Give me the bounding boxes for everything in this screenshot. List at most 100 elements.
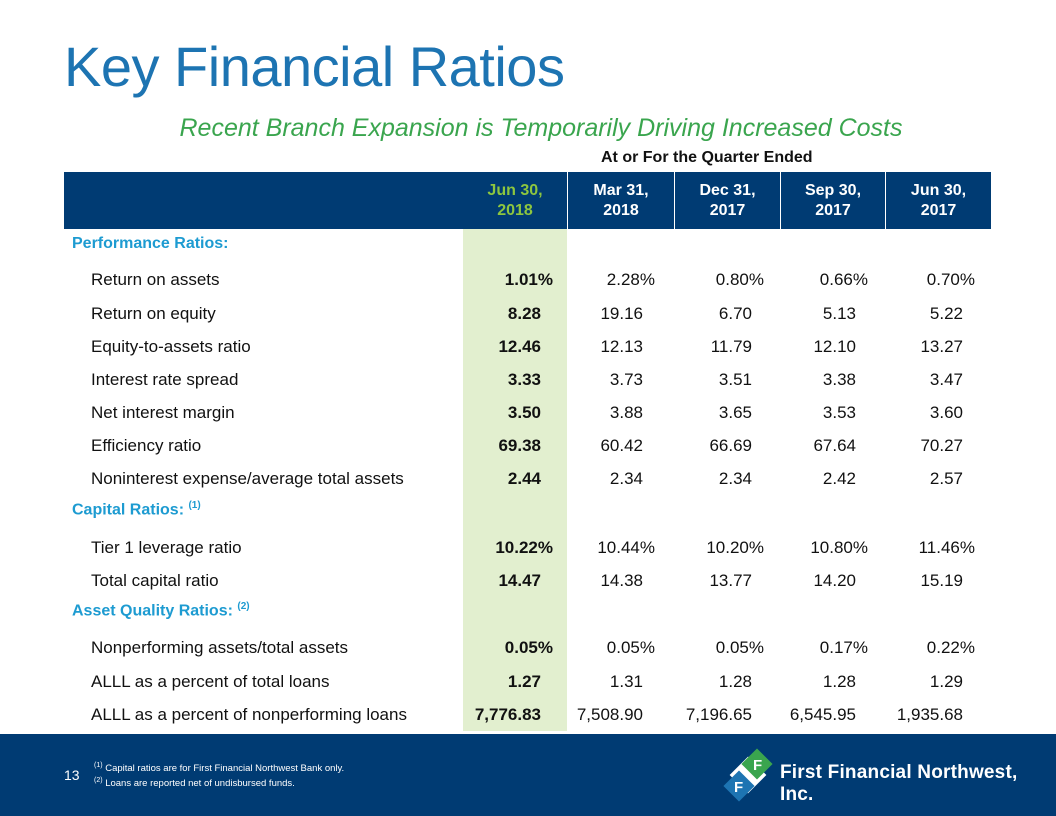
footnote-text: Capital ratios are for First Financial N… <box>105 763 345 775</box>
table-cell: 14.47 <box>498 571 541 590</box>
footnote-1: (1) Capital ratios are for First Financi… <box>94 762 344 774</box>
table-cell: 10.80% <box>810 538 868 557</box>
svg-text:F: F <box>734 779 743 796</box>
table-cell: 2.57 <box>929 469 963 488</box>
company-name: First Financial Northwest, Inc. <box>780 762 1018 805</box>
table-cell: 10.22% <box>495 538 553 557</box>
table-cell: 1.31 <box>609 672 643 691</box>
row-label: Nonperforming assets/total assets <box>91 638 349 657</box>
column-header-mar-2018: Mar 31, 2018 <box>593 181 649 219</box>
section-performance-ratios: Performance Ratios: <box>72 235 229 253</box>
column-header-jun-2017: Jun 30, 2017 <box>910 181 967 219</box>
table-cell: 13.27 <box>920 337 963 356</box>
table-cell: 12.10 <box>813 337 856 356</box>
column-header-jun-2018: Jun 30, 2018 <box>487 181 543 219</box>
footnote-marker: (1) <box>188 500 201 511</box>
table-cell: 2.44 <box>507 469 541 488</box>
table-cell: 1,935.68 <box>896 705 963 724</box>
table-cell: 19.16 <box>600 304 643 323</box>
column-header-dec-2017: Dec 31, 2017 <box>699 181 756 219</box>
table-cell: 3.33 <box>507 370 541 389</box>
svg-text:F: F <box>753 757 762 774</box>
row-label: Tier 1 leverage ratio <box>91 538 242 557</box>
table-cell: 15.19 <box>920 571 963 590</box>
table-cell: 69.38 <box>498 436 541 455</box>
company-logo-icon: F F <box>723 748 773 802</box>
table-cell: 0.05% <box>715 638 764 657</box>
footnote-marker: (2) <box>237 601 250 612</box>
table-cell: 12.46 <box>498 337 541 356</box>
table-cell: 67.64 <box>813 436 856 455</box>
table-cell: 0.05% <box>504 638 553 657</box>
table-cell: 0.17% <box>819 638 868 657</box>
header-divider <box>567 172 568 229</box>
table-cell: 5.22 <box>929 304 963 323</box>
row-label: Total capital ratio <box>91 571 219 590</box>
table-cell: 0.22% <box>926 638 975 657</box>
table-cell: 11.46% <box>918 538 975 557</box>
table-cell: 1.01% <box>504 270 553 289</box>
table-cell: 11.79 <box>710 337 752 356</box>
row-label: Equity-to-assets ratio <box>91 337 251 356</box>
footer-bar <box>0 734 1056 816</box>
table-cell: 1.28 <box>718 672 752 691</box>
table-cell: 6.70 <box>718 304 752 323</box>
table-cell: 1.28 <box>822 672 856 691</box>
footnote-text: Loans are reported net of undisbursed fu… <box>105 778 295 790</box>
table-cell: 7,776.83 <box>474 705 541 724</box>
section-label: Asset Quality Ratios: <box>72 602 233 620</box>
table-cell: 10.44% <box>597 538 655 557</box>
page-subtitle: Recent Branch Expansion is Temporarily D… <box>179 114 903 142</box>
table-cell: 5.13 <box>822 304 856 323</box>
table-cell: 2.34 <box>718 469 752 488</box>
footnote-marker: (2) <box>94 777 103 784</box>
table-cell: 8.28 <box>507 304 541 323</box>
row-label: Return on assets <box>91 270 220 289</box>
table-cell: 0.70% <box>926 270 975 289</box>
column-header-sep-2017: Sep 30, 2017 <box>804 181 862 219</box>
table-cell: 2.42 <box>822 469 856 488</box>
row-label: ALLL as a percent of nonperforming loans <box>91 705 407 724</box>
table-cell: 3.88 <box>609 403 643 422</box>
footnote-marker: (1) <box>94 762 103 769</box>
header-divider <box>674 172 675 229</box>
table-cell: 0.05% <box>606 638 655 657</box>
table-cell: 6,545.95 <box>789 705 856 724</box>
table-cell: 3.60 <box>929 403 963 422</box>
table-cell: 70.27 <box>920 436 963 455</box>
section-label: Performance Ratios: <box>72 235 229 252</box>
page-number: 13 <box>64 767 80 783</box>
table-cell: 1.27 <box>507 672 541 691</box>
table-cell: 3.51 <box>718 370 752 389</box>
section-asset-quality-ratios: Asset Quality Ratios: (2) <box>72 601 250 620</box>
header-divider <box>780 172 781 229</box>
table-cell: 3.50 <box>507 403 541 422</box>
page-title: Key Financial Ratios <box>64 35 565 98</box>
table-cell: 14.38 <box>600 571 643 590</box>
table-cell: 12.13 <box>600 337 643 356</box>
period-header: At or For the Quarter Ended <box>601 149 813 166</box>
table-cell: 3.53 <box>822 403 856 422</box>
table-header-bar <box>64 172 991 229</box>
table-cell: 60.42 <box>600 436 643 455</box>
table-cell: 7,508.90 <box>576 705 643 724</box>
table-cell: 3.73 <box>609 370 643 389</box>
table-cell: 14.20 <box>813 571 856 590</box>
row-label: Noninterest expense/average total assets <box>91 469 404 488</box>
current-quarter-highlight <box>463 229 567 731</box>
row-label: Return on equity <box>91 304 216 323</box>
section-label: Capital Ratios: <box>72 501 185 519</box>
table-cell: 10.20% <box>706 538 764 557</box>
table-cell: 3.65 <box>718 403 752 422</box>
table-cell: 1.29 <box>929 672 963 691</box>
table-cell: 3.38 <box>822 370 856 389</box>
header-divider <box>885 172 886 229</box>
table-cell: 0.80% <box>715 270 764 289</box>
row-label: Efficiency ratio <box>91 436 202 455</box>
table-cell: 2.28% <box>606 270 655 289</box>
row-label: Interest rate spread <box>91 370 239 389</box>
table-cell: 2.34 <box>609 469 643 488</box>
footnote-2: (2) Loans are reported net of undisburse… <box>94 777 295 789</box>
table-cell: 13.77 <box>709 571 752 590</box>
row-label: ALLL as a percent of total loans <box>91 672 330 691</box>
